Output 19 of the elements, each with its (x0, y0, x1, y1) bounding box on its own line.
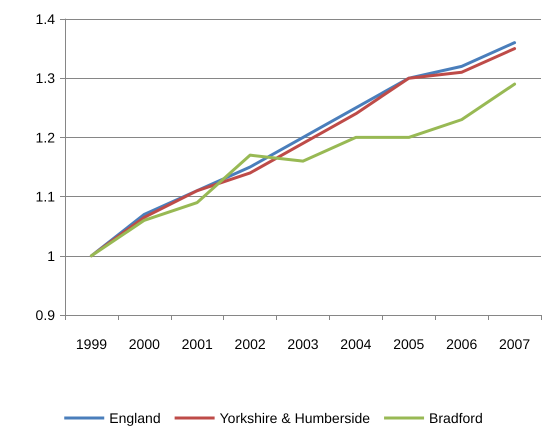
x-tick-label: 2000 (128, 336, 160, 352)
y-tick-label: 1.2 (36, 129, 56, 146)
legend-label: England (109, 410, 161, 426)
legend-label: Bradford (429, 410, 483, 426)
x-tick-label: 2001 (182, 336, 213, 352)
x-tick-label: 2004 (340, 336, 372, 352)
y-tick-label: 1.3 (36, 70, 56, 86)
x-tick-label: 2007 (498, 336, 530, 352)
y-tick-label: 1 (47, 248, 56, 264)
x-tick-label: 2006 (446, 336, 478, 352)
x-tick-label: 2003 (287, 336, 319, 352)
y-tick-label: 1.1 (36, 188, 56, 205)
x-tick-label: 1999 (76, 336, 108, 352)
legend-label: Yorkshire & Humberside (220, 410, 370, 426)
x-tick-label: 2002 (234, 336, 266, 352)
y-tick-label: 1.4 (36, 11, 56, 27)
line-series (90, 82, 516, 258)
y-tick-label: 0.9 (36, 307, 56, 323)
x-tick-label: 2005 (393, 336, 425, 352)
